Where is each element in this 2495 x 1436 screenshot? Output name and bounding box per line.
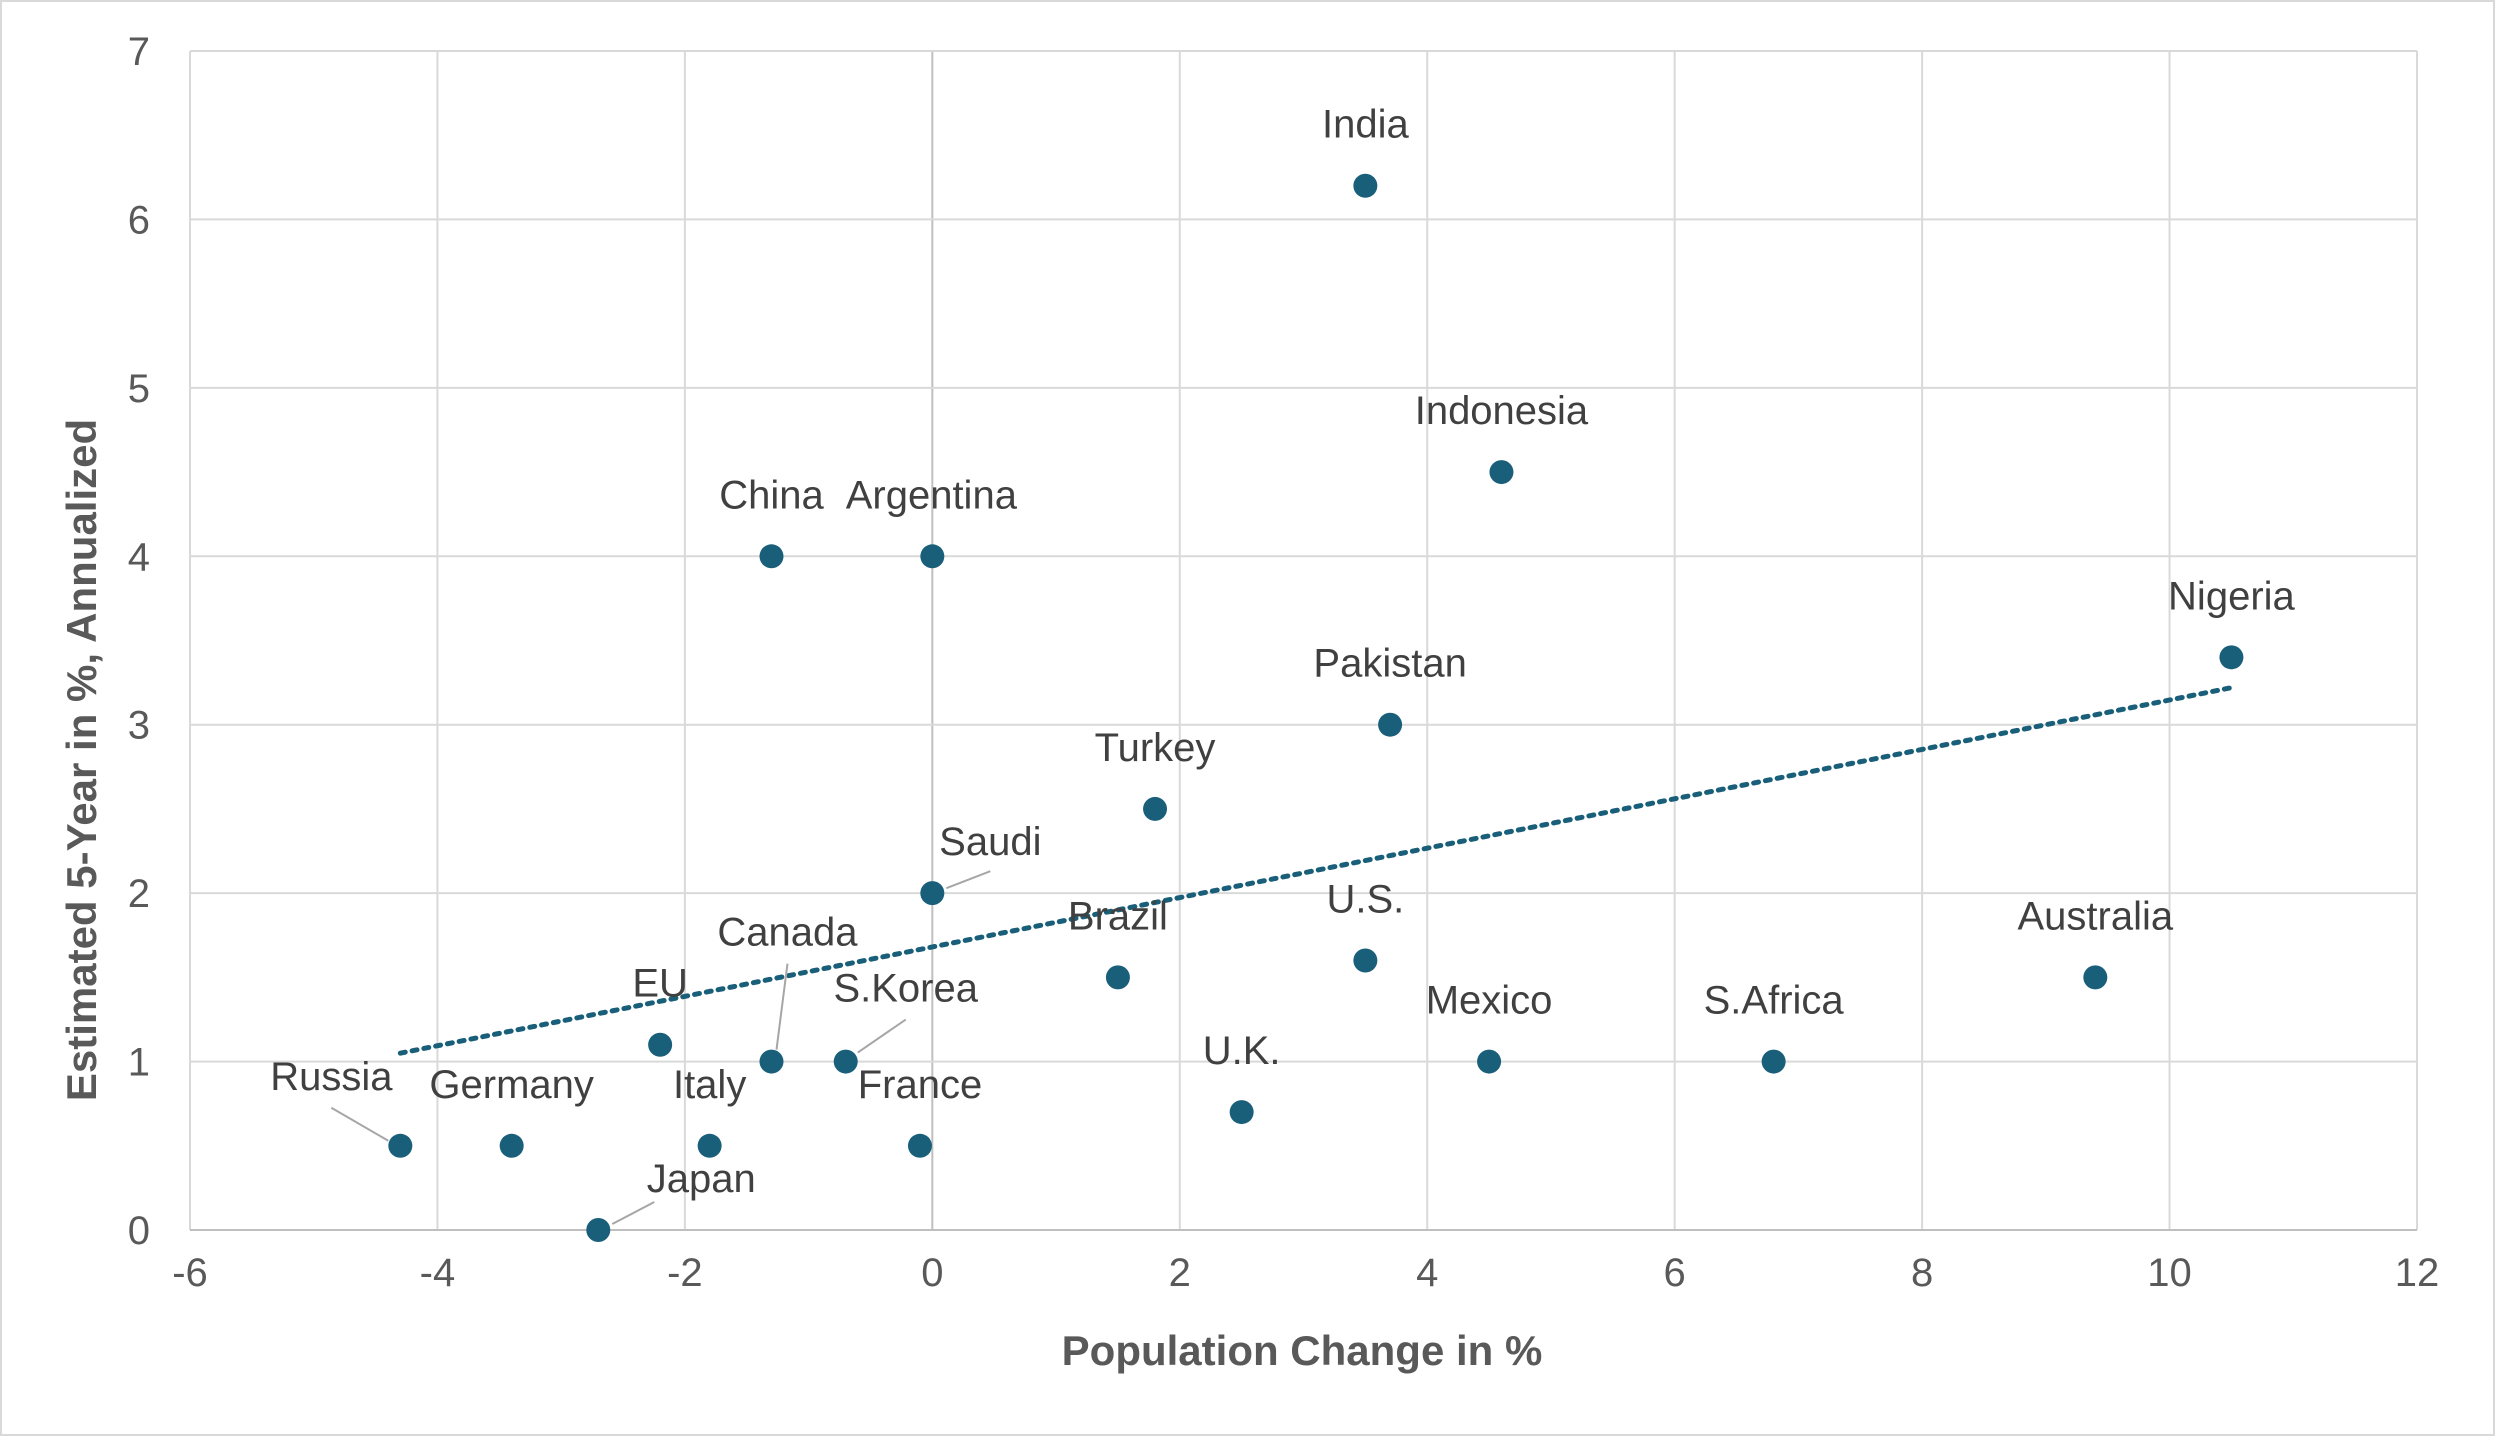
data-point — [907, 1133, 932, 1158]
data-point — [1353, 173, 1378, 198]
data-point — [1143, 796, 1168, 821]
data-point — [759, 544, 784, 569]
data-point — [1353, 948, 1378, 973]
data-label: Japan — [647, 1157, 756, 1201]
data-point — [920, 881, 945, 906]
data-point — [1477, 1049, 1502, 1074]
data-label: India — [1322, 103, 1409, 147]
x-tick-label: 10 — [2147, 1251, 2192, 1295]
data-point — [586, 1218, 611, 1242]
data-label: Russia — [270, 1055, 393, 1099]
data-label: U.S. — [1326, 878, 1404, 922]
data-label: EU — [632, 962, 688, 1006]
data-point — [499, 1133, 524, 1158]
data-point — [920, 544, 945, 569]
y-tick-label: 4 — [128, 535, 150, 579]
data-point — [388, 1133, 413, 1158]
leader-line — [775, 963, 789, 1050]
x-tick-label: 8 — [1911, 1251, 1933, 1295]
data-point — [1105, 965, 1130, 990]
data-point — [697, 1133, 722, 1158]
data-point — [759, 1049, 784, 1074]
data-point — [648, 1032, 673, 1057]
data-point — [1378, 712, 1403, 737]
y-axis-title: Estimated 5-Year in %, Annualized — [58, 419, 105, 1101]
data-label: Indonesia — [1415, 389, 1589, 433]
x-tick-label: 6 — [1664, 1251, 1686, 1295]
y-tick-label: 0 — [128, 1209, 150, 1253]
x-axis-title: Population Change in % — [1062, 1327, 1543, 1374]
x-tick-label: 4 — [1416, 1251, 1438, 1295]
data-label: Nigeria — [2168, 574, 2295, 618]
x-tick-label: -2 — [667, 1251, 703, 1295]
data-point — [2219, 645, 2244, 670]
point-labels: India Indonesia China Argentina Nigeria Pakis… — [270, 103, 2295, 1201]
data-point — [2083, 965, 2108, 990]
y-tick-label: 1 — [128, 1041, 150, 1085]
data-label: S.Korea — [833, 967, 978, 1011]
y-tick-label: 2 — [128, 872, 150, 916]
data-label: China — [719, 473, 824, 517]
x-tick-label: 0 — [921, 1251, 943, 1295]
data-label: Italy — [673, 1063, 746, 1107]
data-point — [1761, 1049, 1786, 1074]
data-label: Australia — [2018, 894, 2174, 938]
data-label: Mexico — [1426, 979, 1553, 1023]
data-label: France — [858, 1063, 983, 1107]
data-label: Argentina — [846, 473, 1018, 517]
x-tick-label: -4 — [420, 1251, 456, 1295]
trendline-group — [397, 685, 2234, 1056]
data-label: U.K. — [1203, 1029, 1281, 1073]
data-label: Brazil — [1068, 894, 1168, 938]
y-tick-label: 3 — [128, 704, 150, 748]
y-tick-label: 6 — [128, 198, 150, 242]
data-label: Saudi — [939, 820, 1041, 864]
leader-line — [945, 870, 991, 890]
data-points — [388, 173, 2244, 1242]
y-tick-label: 7 — [128, 30, 150, 74]
leader-line — [857, 1018, 907, 1054]
data-label: Germany — [429, 1063, 594, 1107]
leader-lines — [330, 870, 991, 1225]
data-point — [1229, 1100, 1254, 1125]
data-label: Pakistan — [1313, 642, 1466, 686]
data-label: Turkey — [1095, 726, 1216, 770]
grid — [189, 50, 2418, 1231]
trendline — [397, 685, 2234, 1056]
data-point — [1489, 460, 1514, 485]
data-label: S.Africa — [1704, 979, 1845, 1023]
y-tick-label: 5 — [128, 367, 150, 411]
data-point — [833, 1049, 858, 1074]
leader-line — [330, 1106, 389, 1142]
x-tick-label: 2 — [1169, 1251, 1191, 1295]
data-label: Canada — [717, 911, 858, 955]
x-tick-label: 12 — [2395, 1251, 2440, 1295]
leader-line — [611, 1201, 655, 1225]
x-tick-label: -6 — [172, 1251, 208, 1295]
